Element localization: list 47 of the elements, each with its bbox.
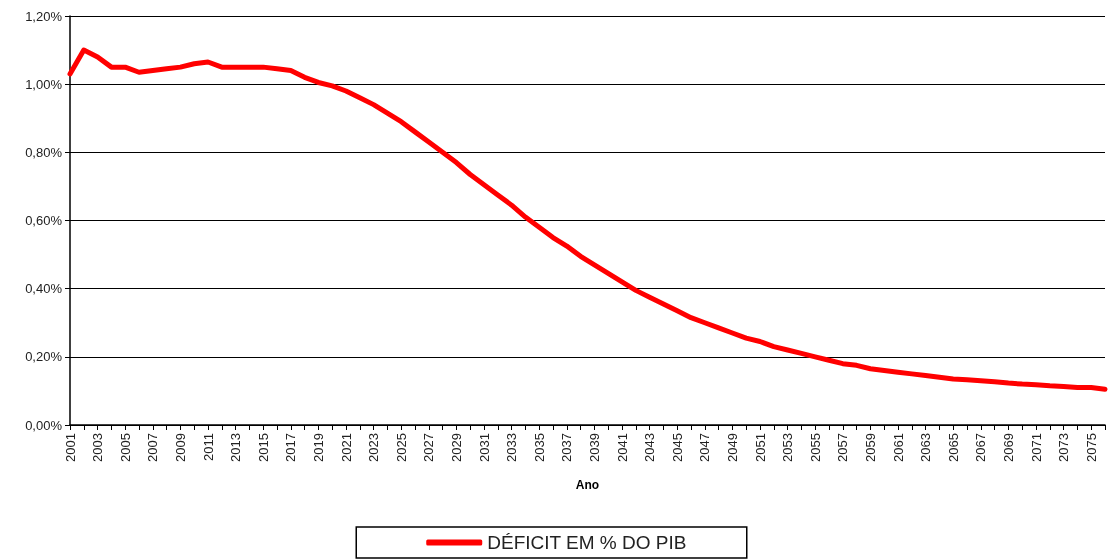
x-tick-label: 2071 xyxy=(1028,433,1044,462)
x-tick-label: 2037 xyxy=(559,433,575,462)
y-tick-label: 1,20% xyxy=(25,8,63,24)
legend-label: DÉFICIT EM % DO PIB xyxy=(487,532,687,553)
x-tick-label: 2061 xyxy=(890,433,906,462)
x-tick-label: 2009 xyxy=(172,433,188,462)
x-tick-label: 2027 xyxy=(421,433,437,462)
y-tick-label: 0,40% xyxy=(25,281,63,297)
x-tick-label: 2075 xyxy=(1083,433,1099,462)
x-tick-label: 2051 xyxy=(752,433,768,462)
x-tick-label: 2035 xyxy=(531,433,547,462)
x-tick-label: 2049 xyxy=(724,433,740,462)
x-tick-label: 2015 xyxy=(255,433,271,462)
y-tick-label: 0,80% xyxy=(25,144,63,160)
x-tick-label: 2073 xyxy=(1056,433,1072,462)
x-tick-label: 2019 xyxy=(310,433,326,462)
y-tick-label: 1,00% xyxy=(25,76,63,92)
x-tick-label: 2025 xyxy=(393,433,409,462)
x-tick-label: 2021 xyxy=(338,433,354,462)
x-tick-label: 2023 xyxy=(366,433,382,462)
x-tick-label: 2065 xyxy=(945,433,961,462)
x-tick-label: 2057 xyxy=(835,433,851,462)
x-tick-label: 2001 xyxy=(62,433,78,462)
x-tick-label: 2063 xyxy=(918,433,934,462)
y-tick-label: 0,00% xyxy=(25,417,63,433)
x-tick-label: 2007 xyxy=(145,433,161,462)
x-tick-label: 2067 xyxy=(973,433,989,462)
x-tick-label: 2013 xyxy=(228,433,244,462)
x-tick-label: 2069 xyxy=(1000,433,1016,462)
x-tick-label: 2041 xyxy=(614,433,630,462)
x-tick-label: 2029 xyxy=(448,433,464,462)
x-tick-label: 2017 xyxy=(283,433,299,462)
x-tick-label: 2043 xyxy=(642,433,658,462)
x-tick-label: 2053 xyxy=(780,433,796,462)
x-tick-label: 2003 xyxy=(90,433,106,462)
x-axis-title: Ano xyxy=(575,478,600,492)
y-tick-label: 0,60% xyxy=(25,213,63,228)
y-tick-label: 0,20% xyxy=(25,349,63,365)
x-tick-label: 2039 xyxy=(586,433,602,462)
x-tick-label: 2045 xyxy=(669,433,685,462)
x-tick-label: 2005 xyxy=(117,433,133,462)
x-tick-label: 2055 xyxy=(807,433,823,462)
x-tick-label: 2059 xyxy=(862,433,878,462)
x-tick-label: 2011 xyxy=(200,433,216,461)
x-tick-label: 2033 xyxy=(504,433,520,462)
x-tick-label: 2031 xyxy=(476,433,492,462)
x-tick-label: 2047 xyxy=(697,433,713,462)
